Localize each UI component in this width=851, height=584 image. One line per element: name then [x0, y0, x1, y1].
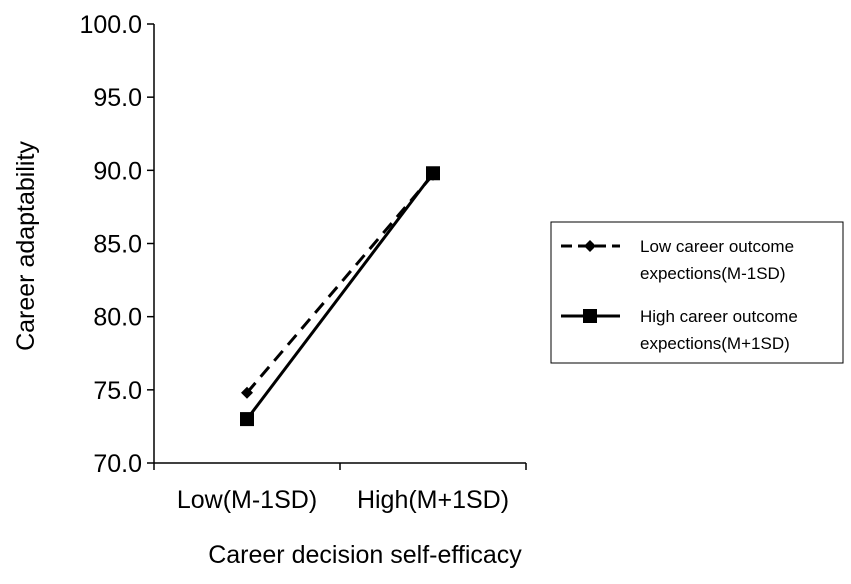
series-1-line [245, 173, 435, 394]
y-axis-ticks: 70.0 75.0 80.0 85.0 90.0 95.0 100.0 [79, 11, 154, 478]
series-1-point [241, 386, 253, 399]
y-tick-label: 75.0 [93, 377, 142, 405]
series-2-line [245, 172, 435, 421]
y-tick-label: 95.0 [93, 84, 142, 112]
legend-swatch-marker [583, 309, 597, 323]
y-tick-label: 90.0 [93, 157, 142, 185]
x-axis-ticks: Low(M-1SD) High(M+1SD) [153, 463, 527, 514]
legend-label: expections(M+1SD) [640, 334, 790, 353]
legend-label: Low career outcome [640, 237, 794, 256]
x-tick-label: High(M+1SD) [357, 486, 509, 514]
series-1-point [427, 168, 439, 181]
x-axis-title: Career decision self-efficacy [208, 541, 522, 569]
legend: Low career outcome expections(M-1SD) High … [550, 221, 844, 364]
legend-label: High career outcome [640, 307, 798, 326]
series-2 [240, 166, 440, 427]
legend-swatch-marker [584, 240, 596, 252]
series-layer [240, 166, 440, 427]
series-2-point [240, 412, 254, 427]
legend-label: expections(M-1SD) [640, 264, 786, 283]
y-tick-label: 85.0 [93, 231, 142, 259]
x-tick-label: Low(M-1SD) [177, 486, 317, 514]
series-1 [241, 168, 439, 399]
y-axis-title: Career adaptability [12, 141, 40, 351]
y-tick-label: 100.0 [79, 11, 142, 39]
y-tick-label: 70.0 [93, 450, 142, 478]
y-tick-label: 80.0 [93, 304, 142, 332]
